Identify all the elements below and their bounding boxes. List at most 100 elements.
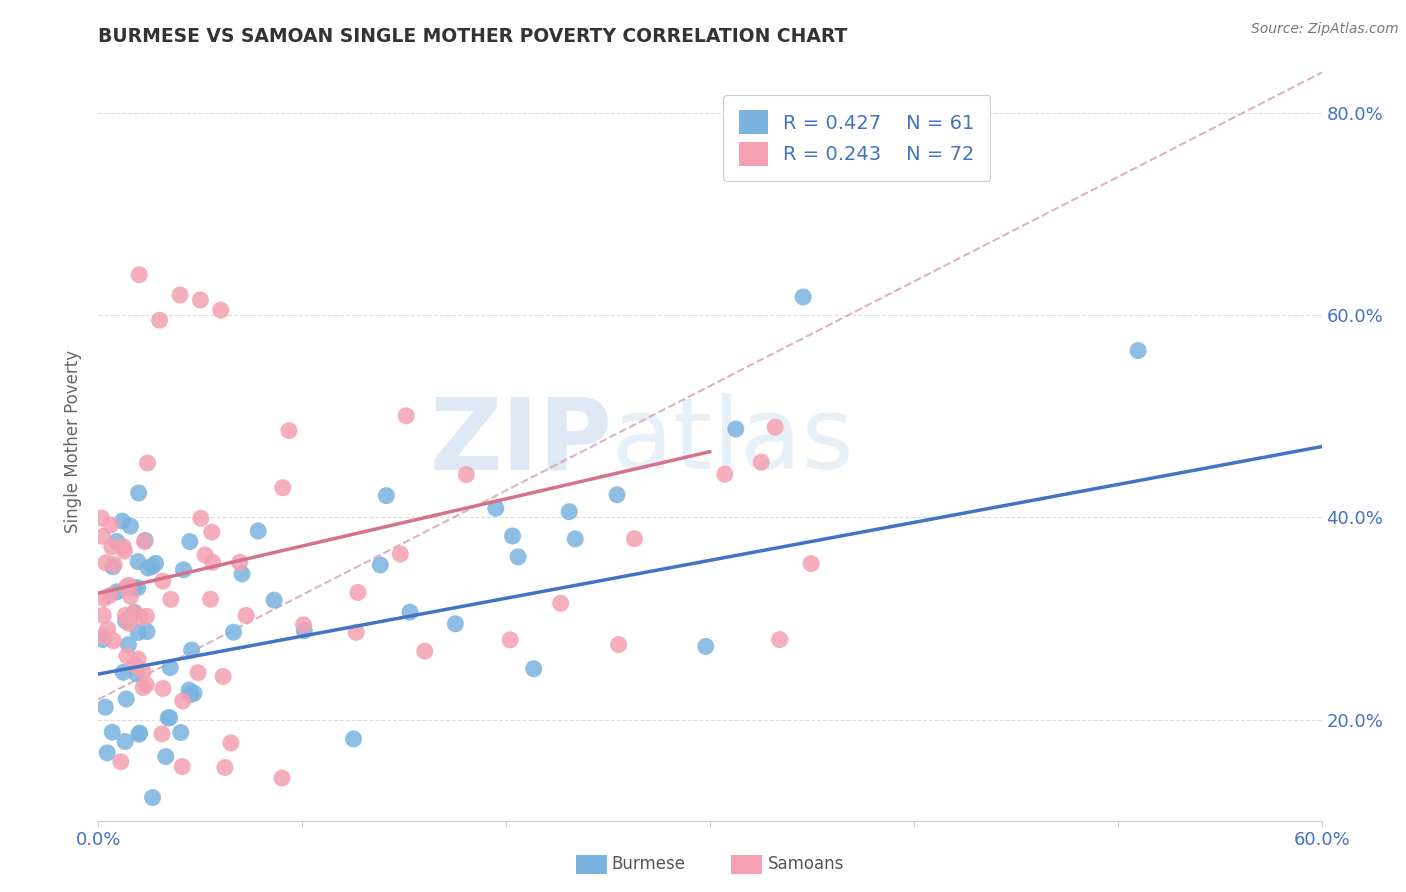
Text: BURMESE VS SAMOAN SINGLE MOTHER POVERTY CORRELATION CHART: BURMESE VS SAMOAN SINGLE MOTHER POVERTY … xyxy=(98,27,848,45)
Point xyxy=(157,711,180,725)
Point xyxy=(114,608,136,623)
Point xyxy=(98,588,121,602)
Point xyxy=(105,534,128,549)
Point xyxy=(342,731,364,746)
Point xyxy=(550,596,572,610)
Point xyxy=(159,660,181,674)
Point xyxy=(170,725,193,739)
Point xyxy=(96,746,118,760)
Point xyxy=(413,644,436,658)
Point xyxy=(128,726,150,740)
Point xyxy=(769,632,792,647)
Point xyxy=(114,614,136,628)
Point xyxy=(122,581,145,595)
Point xyxy=(235,608,257,623)
Point xyxy=(180,643,202,657)
Point xyxy=(347,585,370,599)
Point xyxy=(128,727,150,741)
Point xyxy=(444,616,467,631)
Point xyxy=(132,665,155,679)
Point xyxy=(127,625,149,640)
Point xyxy=(395,409,418,423)
Point xyxy=(120,590,142,604)
Point xyxy=(172,759,194,773)
Point xyxy=(90,511,112,525)
Point xyxy=(100,518,122,533)
Point xyxy=(91,608,114,623)
Point xyxy=(103,558,125,572)
Text: atlas: atlas xyxy=(612,393,853,490)
Point xyxy=(145,557,167,571)
Point xyxy=(101,540,124,554)
Point xyxy=(155,749,177,764)
Point xyxy=(606,488,628,502)
Point xyxy=(94,556,117,570)
Point xyxy=(506,549,529,564)
Point xyxy=(607,638,630,652)
Point xyxy=(188,293,212,307)
Point xyxy=(375,489,398,503)
Point xyxy=(370,558,392,572)
Point xyxy=(103,633,125,648)
Point xyxy=(623,532,645,546)
Point xyxy=(101,725,124,739)
Point xyxy=(125,666,148,681)
Point xyxy=(763,420,786,434)
Point xyxy=(800,557,823,571)
Point xyxy=(128,268,150,282)
Point xyxy=(201,524,224,539)
Point xyxy=(228,555,250,569)
Point xyxy=(136,624,159,639)
Point xyxy=(194,548,217,562)
Point xyxy=(118,578,141,592)
Point xyxy=(292,624,315,638)
Point xyxy=(101,559,124,574)
Point xyxy=(179,688,201,702)
Point xyxy=(271,481,294,495)
Point xyxy=(129,610,152,624)
Point xyxy=(214,760,236,774)
Point xyxy=(136,456,159,470)
Point xyxy=(344,625,367,640)
Point xyxy=(105,584,128,599)
Legend: R = 0.427    N = 61, R = 0.243    N = 72: R = 0.427 N = 61, R = 0.243 N = 72 xyxy=(723,95,990,181)
Point xyxy=(110,755,132,769)
Point xyxy=(292,617,315,632)
Point xyxy=(91,632,114,647)
Point xyxy=(135,609,157,624)
Point xyxy=(499,632,522,647)
Point xyxy=(749,455,772,469)
Point xyxy=(97,622,120,636)
Point xyxy=(179,683,201,698)
Y-axis label: Single Mother Poverty: Single Mother Poverty xyxy=(65,350,83,533)
Point xyxy=(114,734,136,748)
Point xyxy=(502,529,524,543)
Point xyxy=(231,567,253,582)
Point xyxy=(142,559,165,574)
Point xyxy=(127,581,149,595)
Point xyxy=(159,711,181,725)
Point xyxy=(94,700,117,714)
Point xyxy=(159,592,181,607)
Point xyxy=(149,313,172,327)
Point xyxy=(695,640,717,654)
Point xyxy=(190,511,212,525)
Point xyxy=(117,638,139,652)
Point xyxy=(187,665,209,680)
Point xyxy=(127,555,149,569)
Point xyxy=(219,736,242,750)
Point xyxy=(120,519,142,533)
Point xyxy=(183,686,205,700)
Point xyxy=(713,467,735,482)
Point xyxy=(179,534,201,549)
Point xyxy=(523,662,546,676)
Point xyxy=(93,591,115,606)
Text: ZIP: ZIP xyxy=(429,393,612,490)
Point xyxy=(117,616,139,631)
Point xyxy=(93,629,115,643)
Point xyxy=(263,593,285,607)
Point xyxy=(132,681,155,695)
Point xyxy=(134,534,156,549)
Point xyxy=(141,790,163,805)
Point xyxy=(724,422,747,436)
